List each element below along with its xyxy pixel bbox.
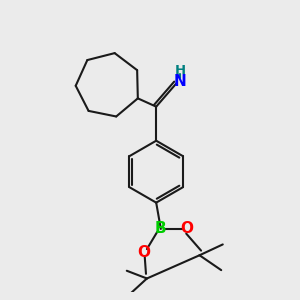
Text: N: N	[174, 74, 186, 89]
Text: B: B	[155, 221, 166, 236]
Text: H: H	[175, 64, 186, 77]
Text: O: O	[137, 245, 150, 260]
Text: O: O	[181, 221, 194, 236]
